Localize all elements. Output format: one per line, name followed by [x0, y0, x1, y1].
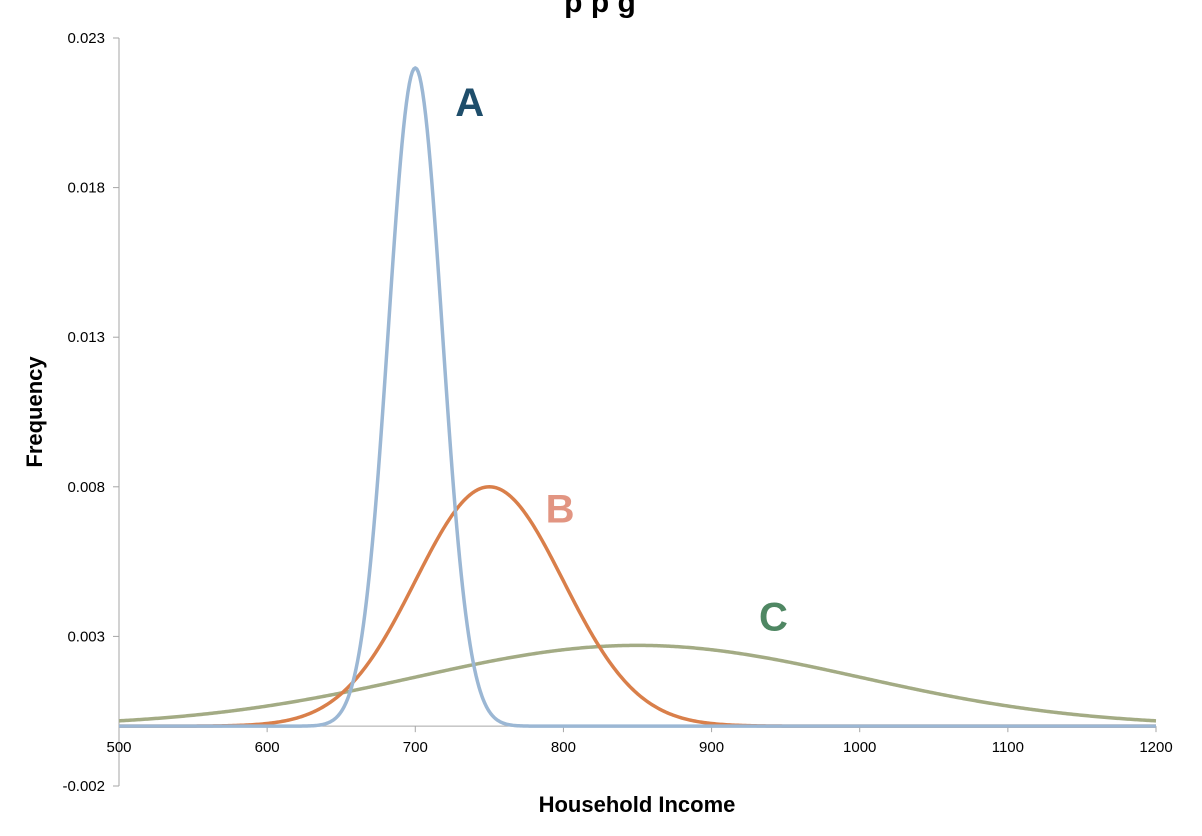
series-line-c — [118, 643, 1157, 723]
y-tick-label: 0.023 — [67, 30, 105, 47]
series-line-b — [118, 485, 1157, 728]
series-label-c: C — [759, 595, 788, 639]
series-label-b: B — [546, 488, 575, 532]
y-tick-label: -0.002 — [62, 778, 105, 795]
x-tick-label: 1100 — [992, 739, 1024, 756]
x-tick-label: 500 — [106, 739, 131, 756]
x-axis-title: Household Income — [539, 792, 736, 817]
x-tick-label: 1200 — [1139, 739, 1172, 756]
series-lines — [118, 66, 1157, 728]
series-label-a: A — [455, 81, 484, 125]
y-tick-label: 0.013 — [67, 329, 105, 346]
x-tick-label: 800 — [551, 739, 576, 756]
x-tick-label: 900 — [699, 739, 724, 756]
y-tick-label: 0.018 — [67, 180, 105, 197]
x-tick-label: 600 — [255, 739, 280, 756]
axes: 0.023 0.018 0.013 0.008 0.003 -0.002 500 600 700… — [62, 30, 1172, 795]
y-axis-title: Frequency — [22, 356, 47, 468]
series-line-a — [118, 66, 1157, 728]
x-tick-label: 700 — [403, 739, 428, 756]
chart-title-fragment: p p g — [564, 0, 636, 19]
x-tick-label: 1000 — [843, 739, 876, 756]
series-labels: A B C — [455, 81, 788, 640]
y-tick-label: 0.003 — [67, 628, 105, 645]
y-tick-label: 0.008 — [67, 479, 105, 496]
